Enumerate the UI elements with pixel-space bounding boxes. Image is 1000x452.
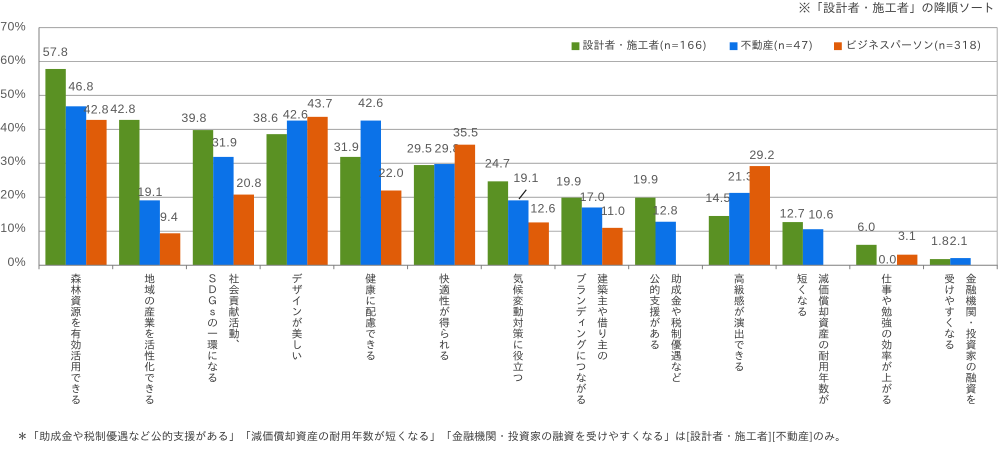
svg-text:12.8: 12.8 bbox=[653, 204, 678, 218]
svg-text:9.4: 9.4 bbox=[160, 210, 178, 224]
svg-text:29.2: 29.2 bbox=[749, 148, 774, 162]
svg-text:6.0: 6.0 bbox=[857, 220, 875, 234]
svg-text:17.0: 17.0 bbox=[580, 190, 605, 204]
svg-text:24.7: 24.7 bbox=[485, 156, 510, 170]
svg-text:14.5: 14.5 bbox=[705, 191, 730, 205]
svg-text:42.6: 42.6 bbox=[358, 96, 383, 110]
svg-text:30%: 30% bbox=[0, 154, 26, 168]
svg-text:31.9: 31.9 bbox=[212, 136, 237, 150]
svg-text:3.1: 3.1 bbox=[898, 229, 916, 243]
svg-text:22.0: 22.0 bbox=[379, 166, 404, 180]
svg-text:20%: 20% bbox=[0, 188, 26, 202]
svg-text:21.3: 21.3 bbox=[728, 170, 753, 184]
svg-text:39.8: 39.8 bbox=[181, 111, 206, 125]
svg-text:19.9: 19.9 bbox=[556, 175, 581, 189]
svg-text:42.8: 42.8 bbox=[110, 102, 135, 116]
svg-text:60%: 60% bbox=[0, 53, 26, 67]
svg-text:19.1: 19.1 bbox=[513, 171, 538, 185]
svg-text:11.0: 11.0 bbox=[601, 204, 625, 218]
svg-text:19.1: 19.1 bbox=[137, 185, 162, 199]
svg-text:57.8: 57.8 bbox=[43, 45, 68, 59]
svg-text:42.8: 42.8 bbox=[84, 103, 109, 117]
svg-text:70%: 70% bbox=[0, 20, 26, 34]
svg-text:19.9: 19.9 bbox=[633, 172, 658, 186]
svg-text:40%: 40% bbox=[0, 120, 26, 134]
svg-text:38.6: 38.6 bbox=[253, 111, 278, 125]
svg-text:31.9: 31.9 bbox=[334, 140, 359, 154]
svg-text:42.6: 42.6 bbox=[283, 107, 308, 121]
svg-text:2.1: 2.1 bbox=[950, 234, 968, 248]
svg-text:1.8: 1.8 bbox=[931, 234, 949, 248]
svg-text:43.7: 43.7 bbox=[307, 97, 332, 111]
svg-text:35.5: 35.5 bbox=[453, 125, 478, 139]
svg-text:0.0: 0.0 bbox=[878, 253, 896, 267]
svg-text:12.6: 12.6 bbox=[530, 202, 555, 216]
svg-text:46.8: 46.8 bbox=[68, 80, 93, 94]
svg-text:50%: 50% bbox=[0, 87, 26, 101]
svg-text:20.8: 20.8 bbox=[236, 176, 261, 190]
svg-text:10.6: 10.6 bbox=[808, 207, 833, 221]
svg-text:12.7: 12.7 bbox=[780, 207, 805, 221]
svg-text:29.5: 29.5 bbox=[407, 142, 432, 156]
svg-text:10%: 10% bbox=[0, 221, 26, 235]
svg-text:29.8: 29.8 bbox=[435, 142, 460, 156]
svg-text:0%: 0% bbox=[7, 255, 26, 269]
